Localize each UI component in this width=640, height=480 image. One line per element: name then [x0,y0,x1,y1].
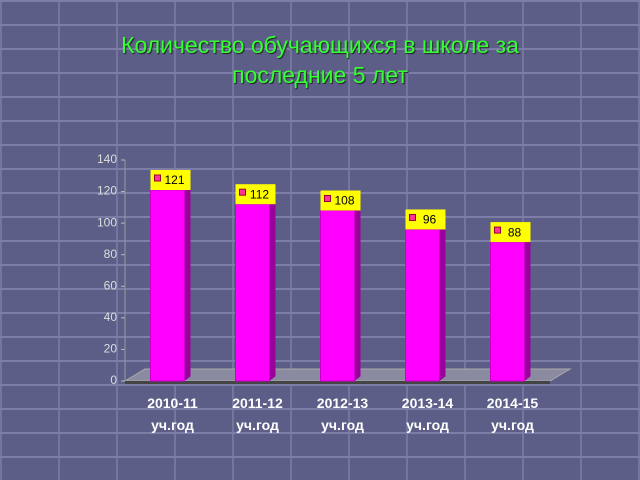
y-tick-label: 80 [104,247,118,261]
value-label: 88 [508,225,522,239]
bar [235,203,270,382]
x-tick-label: 2014-15 уч.год [486,395,539,433]
y-tick-label: 100 [97,215,117,229]
y-tick-label: 40 [104,310,118,324]
x-tick-label: 2012-13 уч.год [316,395,369,433]
bar [320,210,355,382]
chart-title: Количество обучающихся в школе за послед… [121,32,519,88]
x-tick-label: 2011-12 уч.год [232,395,283,433]
x-tick-label: 2013-14 уч.год [401,395,454,433]
y-tick-label: 140 [97,152,117,166]
bar [405,228,440,382]
value-label: 121 [164,173,184,187]
bar-side [439,224,446,381]
label-marker [239,188,246,196]
y-tick-label: 120 [97,184,117,198]
x-tick-label: 2010-11 уч.год [147,395,198,433]
bar-side [354,205,361,381]
y-tick-label: 0 [110,373,117,387]
label-marker [324,195,331,203]
bar-side [269,199,276,381]
bar [150,189,185,382]
label-marker [409,213,416,221]
bar-side [524,237,531,381]
y-tick-label: 60 [104,278,118,292]
label-marker [154,174,161,182]
value-label: 112 [250,187,269,201]
y-tick-label: 20 [104,342,118,356]
floor-edge [125,381,550,384]
value-label: 108 [334,194,354,208]
bar-side [184,185,191,381]
label-marker [494,226,501,234]
value-label: 96 [423,213,437,227]
bar [490,241,525,382]
